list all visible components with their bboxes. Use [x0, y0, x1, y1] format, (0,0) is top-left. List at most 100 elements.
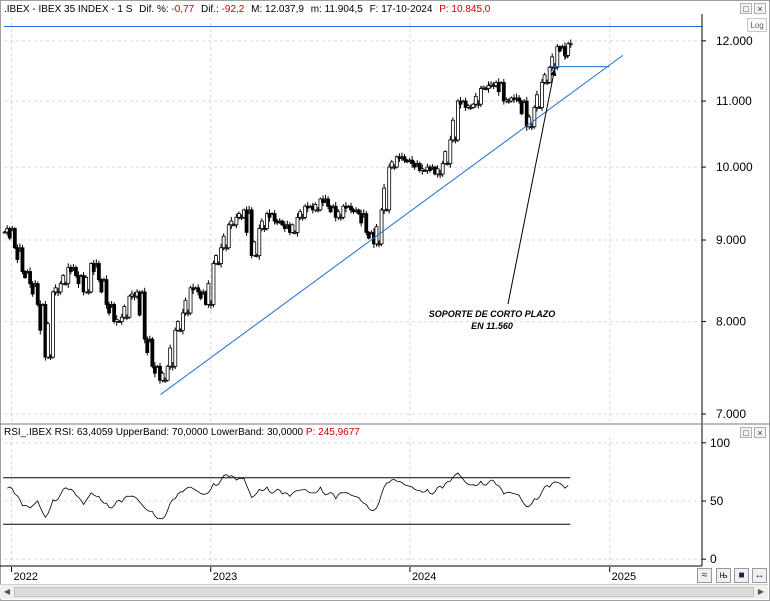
candle-body: [188, 287, 193, 314]
time-tick-label: 2024: [412, 571, 436, 583]
candle-body: [501, 82, 506, 102]
close-icon: ×: [757, 428, 763, 438]
price-y-axis: 7.000 8.000 9.000 10.000 11.000 12.000: [702, 34, 753, 421]
candle-body: [402, 156, 407, 161]
candle-body: [15, 247, 20, 260]
candle-body: [229, 220, 234, 226]
restore-pane-button[interactable]: □: [740, 3, 752, 14]
candle-body: [51, 291, 55, 358]
candle-body: [563, 54, 568, 57]
annotation-arrow: [507, 68, 557, 305]
horizontal-scrollbar[interactable]: ◀ ▶: [0, 584, 768, 599]
candle-body: [341, 205, 346, 218]
price-label: P: 10.845,0: [439, 4, 491, 15]
candle-body: [206, 283, 211, 305]
candle-body: [175, 321, 180, 331]
candle-body: [489, 83, 493, 86]
candle-body: [504, 99, 509, 102]
candle-body: [119, 316, 124, 322]
rsi-grid: [4, 437, 702, 565]
candle-body: [168, 347, 173, 367]
rsi-line: [7, 472, 569, 520]
candle-body: [165, 365, 170, 381]
candle-body: [379, 209, 384, 245]
rsi-lower-band: LowerBand: 30,0000: [210, 427, 304, 438]
candle-body: [137, 291, 142, 316]
candle-body: [466, 105, 471, 108]
candle-body: [107, 304, 111, 314]
candle-body: [377, 243, 381, 246]
candle-body: [224, 247, 229, 250]
navigate-button[interactable]: ↔: [752, 568, 767, 583]
candle-body: [56, 291, 61, 294]
restore-rsi-pane-button[interactable]: □: [740, 427, 752, 438]
candle-body: [326, 198, 330, 207]
candle-body: [443, 151, 448, 165]
candle-body: [163, 379, 167, 382]
candle-body: [468, 106, 473, 109]
candle-body: [349, 205, 353, 211]
candle-body: [23, 271, 27, 278]
min-label: m: 11.904,5: [310, 4, 363, 15]
candle-body: [12, 228, 17, 249]
price-candles: [2, 39, 573, 384]
candle-body: [183, 299, 188, 314]
candle-body: [173, 329, 178, 367]
rsi-tick-label: 100: [710, 436, 730, 450]
chart-style-button[interactable]: њ: [716, 568, 731, 583]
close-pane-button[interactable]: ×: [754, 3, 766, 14]
candle-body: [272, 213, 277, 222]
candle-body: [209, 304, 213, 306]
scrollbar-thumb[interactable]: [14, 587, 754, 597]
rsi-value: RSI: 63,4059: [54, 427, 113, 438]
candle-body: [537, 106, 542, 109]
candle-body: [566, 43, 571, 56]
scroll-left-icon[interactable]: ◀: [3, 587, 11, 596]
candle-body: [448, 139, 453, 165]
candle-body: [231, 224, 236, 227]
candle-body: [440, 163, 445, 175]
candle-body: [244, 209, 249, 233]
candle-body: [46, 323, 50, 358]
max-label: M: 12.037,9: [251, 4, 304, 15]
chart-settings-button[interactable]: ■: [734, 568, 749, 583]
log-scale-button[interactable]: Log: [747, 18, 767, 32]
candle-body: [478, 88, 483, 105]
close-rsi-pane-button[interactable]: ×: [754, 427, 766, 438]
candle-body: [30, 283, 35, 295]
candle-body: [226, 224, 231, 249]
candle-body: [445, 163, 450, 166]
candle-body: [252, 241, 257, 256]
candle-body: [28, 271, 33, 285]
candle-body: [96, 263, 101, 281]
candle-body: [262, 228, 267, 230]
candle-body: [68, 267, 73, 272]
candle-body: [438, 173, 443, 176]
price-tick-label: 11.000: [716, 94, 752, 108]
candle-body: [211, 263, 216, 305]
candle-body: [529, 126, 534, 129]
candle-body: [463, 100, 468, 108]
diff-value: -92,2: [221, 4, 245, 15]
candle-body: [265, 213, 269, 229]
candle-body: [328, 205, 333, 213]
candle-body: [364, 213, 369, 233]
time-tick-label: 2025: [612, 571, 636, 583]
candle-body: [417, 163, 422, 171]
annotation-arrow-head: [550, 68, 557, 77]
candle-body: [61, 275, 66, 285]
candle-body: [145, 338, 150, 353]
indicator-button[interactable]: ≈: [697, 568, 712, 583]
candle-body: [359, 213, 364, 224]
candle-body: [517, 97, 521, 102]
scroll-right-icon[interactable]: ▶: [757, 587, 765, 596]
candle-body: [519, 100, 524, 115]
candle-body: [84, 277, 89, 293]
candle-body: [181, 312, 185, 331]
candle-body: [293, 231, 297, 234]
candle-body: [318, 198, 323, 211]
candle-body: [542, 74, 547, 83]
candle-body: [568, 43, 573, 46]
candle-body: [259, 220, 264, 229]
